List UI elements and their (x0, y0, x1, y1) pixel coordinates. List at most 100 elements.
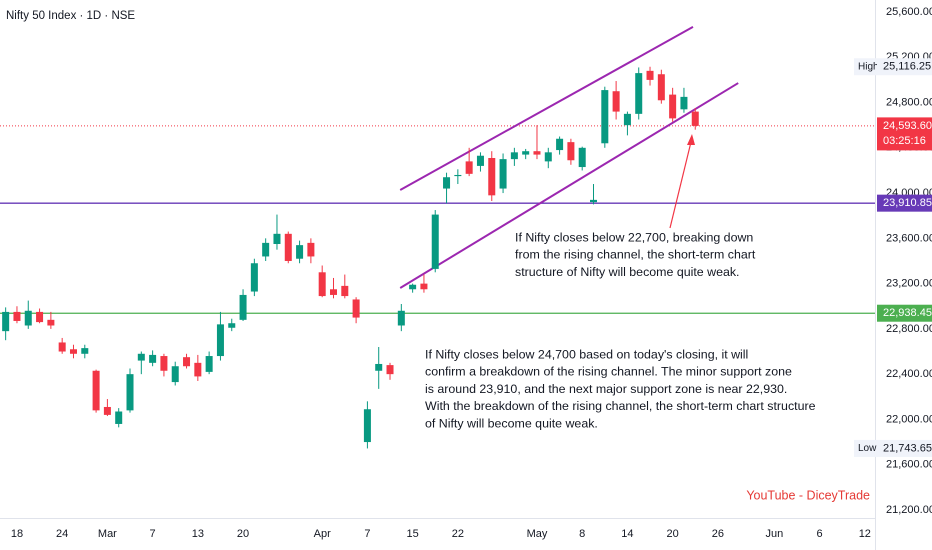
annotation-text: If Nifty closes below 22,700, breaking d… (515, 230, 753, 244)
x-tick-label: 7 (150, 528, 156, 540)
x-tick-label: May (527, 528, 548, 540)
annotation-text: is around 23,910, and the next major sup… (425, 382, 787, 396)
candle-body (341, 285, 349, 297)
candle-body (363, 409, 371, 443)
y-tick-label: 23,200.00 (886, 278, 932, 290)
candle-body (262, 242, 270, 257)
candle-body (578, 147, 586, 168)
marker-value-box (877, 439, 932, 457)
candle-body (318, 272, 326, 297)
candle-body (669, 94, 677, 119)
price-label-box (877, 117, 932, 151)
candle-body (567, 142, 575, 161)
candle-body (420, 283, 428, 290)
candle-body (443, 177, 451, 189)
candle-body (296, 245, 304, 259)
candle-body (397, 310, 405, 326)
x-tick-label: 24 (56, 528, 68, 540)
candle-body (115, 411, 123, 424)
channel-line (399, 82, 739, 289)
annotation-arrow (669, 141, 692, 229)
x-tick-label: 8 (579, 528, 585, 540)
candle-body (69, 349, 77, 354)
x-tick-label: Jun (766, 528, 784, 540)
marker-value-box (877, 58, 932, 76)
candle-body (409, 284, 417, 290)
x-tick-label: 7 (364, 528, 370, 540)
candle-body (81, 348, 89, 354)
candle-body (171, 366, 179, 383)
candle-body (612, 91, 620, 112)
annotation-text: confirm a breakdown of the rising channe… (425, 365, 792, 379)
candle-body (623, 113, 631, 126)
candle-body (590, 199, 598, 203)
candle-body (194, 362, 202, 377)
candle-body (522, 151, 530, 155)
candle-body (160, 356, 168, 371)
chart-title: Nifty 50 Index · 1D · NSE (6, 10, 135, 22)
price-label: 24,593.60 (883, 120, 932, 132)
x-tick-label: 12 (859, 528, 871, 540)
x-tick-label: 26 (712, 528, 724, 540)
x-tick-label: 18 (11, 528, 23, 540)
candle-body (307, 242, 315, 257)
annotation-arrowhead (687, 134, 695, 145)
candle-body (635, 73, 643, 114)
candle-body (476, 155, 484, 166)
x-tick-label: 14 (621, 528, 633, 540)
candle-body (137, 353, 145, 361)
price-label: 22,938.45 (883, 307, 932, 319)
price-label-box (877, 194, 932, 212)
candle-body (556, 138, 564, 151)
candle-body (386, 365, 394, 375)
candle-body (646, 70, 654, 80)
candle-body (510, 152, 518, 160)
candle-body (149, 354, 157, 363)
annotation-text: With the breakdown of the rising channel… (425, 399, 816, 413)
marker-name-box (854, 58, 877, 76)
candle-body (58, 342, 66, 352)
candle-body (431, 214, 439, 269)
candle-body (183, 357, 191, 367)
candle-body (657, 74, 665, 101)
countdown-label: 03:25:16 (883, 135, 926, 147)
candle-body (228, 323, 236, 328)
candle-body (284, 233, 292, 261)
x-tick-label: Apr (314, 528, 331, 540)
annotation-text: If Nifty closes below 24,700 based on to… (425, 347, 748, 361)
y-tick-label: 22,400.00 (886, 368, 932, 380)
watermark: YouTube - DiceyTrade (746, 488, 870, 502)
marker-name-box (854, 439, 877, 457)
y-tick-label: 21,600.00 (886, 459, 932, 471)
price-label-box (877, 304, 932, 322)
y-tick-label: 22,800.00 (886, 323, 932, 335)
candle-body (13, 311, 21, 321)
candle-body (601, 90, 609, 144)
y-tick-label: 22,000.00 (886, 413, 932, 425)
marker-name: Low (858, 443, 877, 454)
y-tick-label: 23,600.00 (886, 232, 932, 244)
x-tick-label: 20 (237, 528, 249, 540)
candle-body (329, 289, 337, 295)
candle-body (250, 263, 258, 292)
x-tick-label: 13 (192, 528, 204, 540)
candle-body (126, 374, 134, 411)
candle-body (239, 294, 247, 320)
candle-body (544, 152, 552, 162)
candle-body (205, 356, 213, 372)
candle-body (2, 311, 10, 332)
candle-body (488, 157, 496, 196)
y-tick-label: 24,800.00 (886, 96, 932, 108)
x-tick-label: 22 (452, 528, 464, 540)
candle-body (533, 151, 541, 155)
candle-body (92, 370, 100, 411)
plot-area (0, 26, 875, 449)
candle-body (103, 406, 111, 415)
x-tick-label: 15 (407, 528, 419, 540)
annotation-text: from the rising channel, the short-term … (515, 248, 756, 262)
marker-value: 25,116.25 (883, 61, 931, 73)
candle-body (691, 111, 699, 126)
candle-body (47, 319, 55, 326)
